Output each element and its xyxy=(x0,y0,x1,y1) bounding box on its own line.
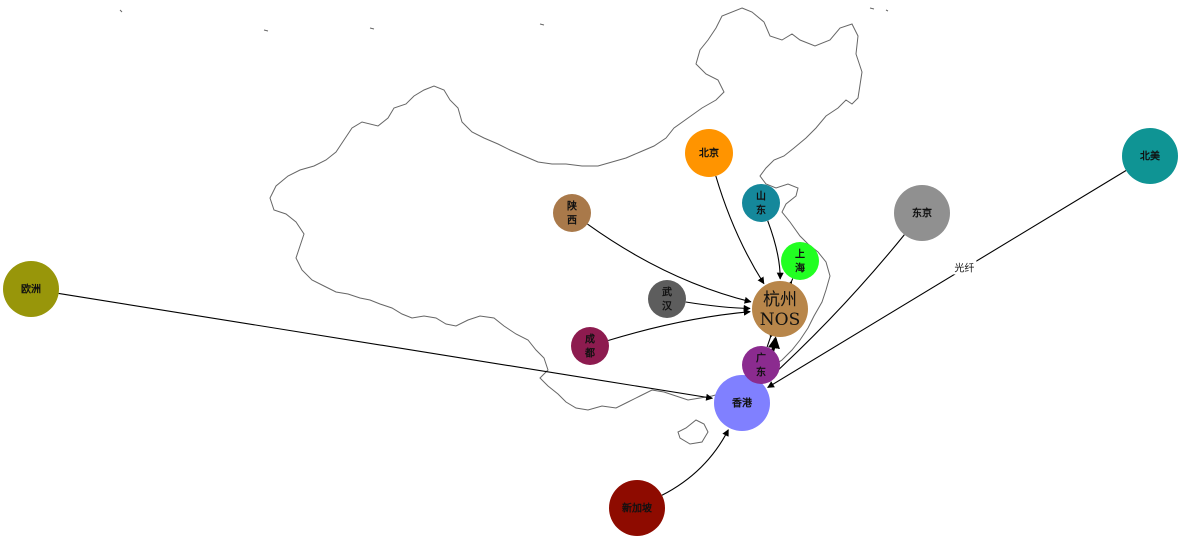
edge-label-background xyxy=(952,260,977,275)
node-circle-shanghai[interactable] xyxy=(781,242,819,280)
edge-label: 光纤 xyxy=(954,261,974,274)
node-beimei[interactable]: 北美 xyxy=(1122,128,1178,184)
node-label-shaanxi: 西 xyxy=(567,215,577,227)
node-circle-hangzhou[interactable] xyxy=(752,281,808,337)
edge-chengdu-to-hangzhou xyxy=(608,308,751,341)
node-label-shanghai: 海 xyxy=(795,262,805,275)
edge-beimei-to-xianggang xyxy=(767,170,1127,388)
node-label-chengdu: 成 xyxy=(585,333,595,346)
node-circle-shaanxi[interactable] xyxy=(553,194,591,232)
node-label-xinjiapo: 新加坡 xyxy=(622,502,653,515)
edge-shanghai-to-hangzhou xyxy=(785,278,794,289)
node-label-shanghai: 上 xyxy=(795,248,805,261)
node-circle-ouzhou[interactable] xyxy=(3,261,59,317)
node-label-wuhan: 汉 xyxy=(662,300,673,313)
node-label-guangdong: 广 xyxy=(756,352,766,365)
node-circle-beijing[interactable] xyxy=(685,129,733,177)
node-guangdong[interactable]: 广东 xyxy=(742,346,780,384)
node-xinjiapo[interactable]: 新加坡 xyxy=(609,480,665,536)
node-beijing[interactable]: 北京 xyxy=(685,129,733,177)
node-wuhan[interactable]: 武汉 xyxy=(648,280,686,318)
node-label-hangzhou: 杭州 xyxy=(763,290,797,310)
node-label-ouzhou: 欧洲 xyxy=(21,283,41,296)
node-label-beijing: 北京 xyxy=(699,147,719,160)
node-label-xianggang: 香港 xyxy=(732,397,753,410)
node-shanghai[interactable]: 上海 xyxy=(781,242,819,280)
node-label-guangdong: 东 xyxy=(756,366,766,379)
edge-ouzhou-to-xianggang xyxy=(58,292,714,401)
edge-beijing-to-hangzhou xyxy=(715,175,765,285)
node-circle-guangdong[interactable] xyxy=(742,346,780,384)
node-label-shandong: 东 xyxy=(756,204,766,217)
node-chengdu[interactable]: 成都 xyxy=(571,327,609,365)
node-label-dongjing: 东京 xyxy=(912,207,932,220)
node-circle-chengdu[interactable] xyxy=(571,327,609,365)
node-circle-xinjiapo[interactable] xyxy=(609,480,665,536)
china-map-outline xyxy=(119,7,889,445)
node-dongjing[interactable]: 东京 xyxy=(894,185,950,241)
edge-shaanxi-to-hangzhou xyxy=(587,223,752,304)
node-circle-beimei[interactable] xyxy=(1122,128,1178,184)
edge-dongjing-to-xianggang xyxy=(763,234,905,384)
edge-guangdong-to-hangzhou xyxy=(766,330,776,348)
node-label-wuhan: 武 xyxy=(662,286,672,299)
node-shaanxi[interactable]: 陕西 xyxy=(553,194,591,232)
edges-layer: 光纤 xyxy=(58,170,1127,496)
node-circle-dongjing[interactable] xyxy=(894,185,950,241)
node-label-hangzhou: NOS xyxy=(760,310,800,330)
node-label-beimei: 北美 xyxy=(1140,150,1161,163)
node-label-shandong: 山 xyxy=(756,190,766,203)
node-label-shaanxi: 陕 xyxy=(567,200,577,213)
node-label-chengdu: 都 xyxy=(584,347,595,360)
edge-wuhan-to-hangzhou xyxy=(685,301,751,312)
node-circle-xianggang[interactable] xyxy=(714,375,770,431)
node-circle-shandong[interactable] xyxy=(742,184,780,222)
node-circle-wuhan[interactable] xyxy=(648,280,686,318)
node-xianggang[interactable]: 香港 xyxy=(714,375,770,431)
node-shandong[interactable]: 山东 xyxy=(742,184,780,222)
edge-xinjiapo-to-xianggang xyxy=(661,429,729,496)
edge-shandong-to-hangzhou xyxy=(767,220,784,280)
node-ouzhou[interactable]: 欧洲 xyxy=(3,261,59,317)
